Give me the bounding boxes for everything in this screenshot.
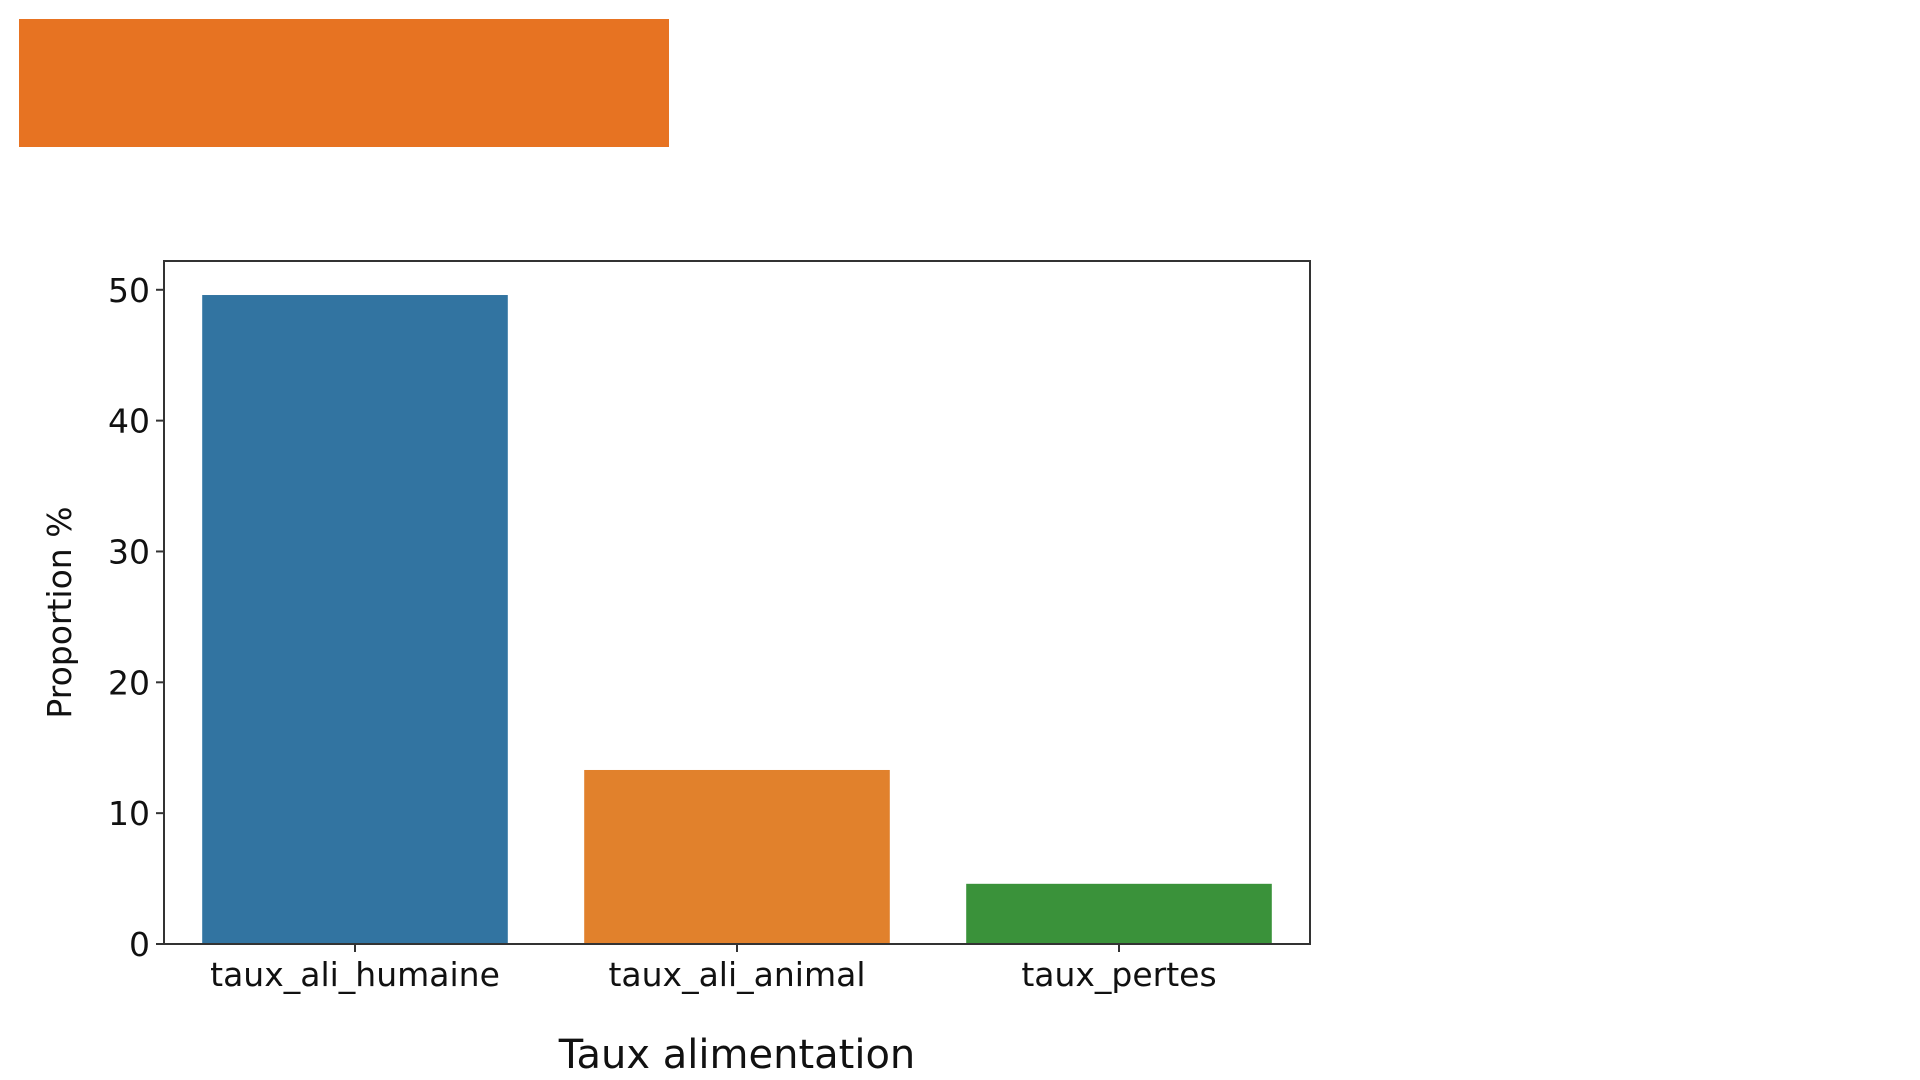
y-tick-label: 50 — [108, 271, 150, 310]
bar-taux-ali-humaine — [202, 295, 508, 944]
bar-taux-pertes — [966, 883, 1272, 944]
y-tick-label: 10 — [108, 794, 150, 833]
header-banner — [19, 19, 669, 147]
y-tick-label: 40 — [108, 402, 150, 441]
x-tick-label: taux_ali_humaine — [210, 955, 500, 994]
y-axis-title: Proportion % — [40, 506, 79, 718]
x-axis: taux_ali_humaine taux_ali_animal taux_pert… — [210, 944, 1217, 994]
x-tick-label: taux_ali_animal — [608, 955, 865, 994]
x-tick-label: taux_pertes — [1021, 955, 1216, 994]
y-axis: 0 10 20 30 40 50 — [108, 271, 164, 964]
y-tick-label: 0 — [129, 925, 150, 964]
bar-taux-ali-animal — [584, 769, 890, 944]
y-tick-label: 30 — [108, 532, 150, 571]
bars-layer — [202, 295, 1272, 944]
x-axis-title: Taux alimentation — [558, 1032, 916, 1078]
y-tick-label: 20 — [108, 663, 150, 702]
